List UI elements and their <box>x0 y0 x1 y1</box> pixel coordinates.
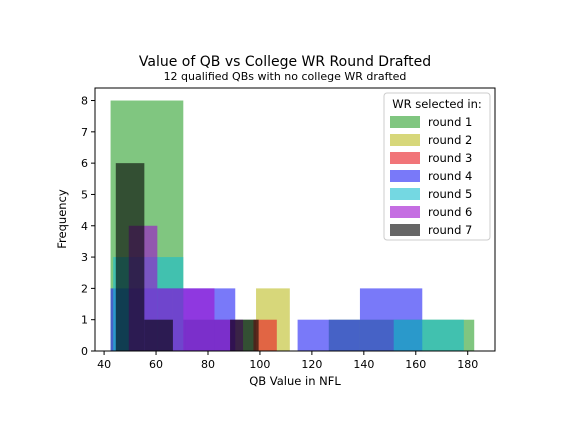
legend-swatch-round-4 <box>390 170 420 182</box>
legend-label-round-4: round 4 <box>428 169 472 183</box>
y-tick-label: 6 <box>81 157 88 170</box>
legend-label-round-6: round 6 <box>428 205 472 219</box>
legend-title: WR selected in: <box>392 97 482 111</box>
bar-round-7-4 <box>230 319 259 351</box>
bar-round-7-0 <box>115 163 145 351</box>
chart-subtitle: 12 qualified QBs with no college WR draf… <box>164 70 407 83</box>
x-tick-label: 120 <box>301 358 322 371</box>
y-tick-label: 1 <box>81 314 88 327</box>
x-tick-label: 60 <box>149 358 163 371</box>
legend-label-round-7: round 7 <box>428 223 472 237</box>
legend-swatch-round-1 <box>390 116 420 128</box>
x-tick-label: 100 <box>249 358 270 371</box>
series-round-7 <box>115 163 259 351</box>
x-tick-label: 140 <box>353 358 374 371</box>
y-axis-label: Frequency <box>55 189 69 249</box>
x-tick-label: 80 <box>201 358 215 371</box>
legend-swatch-round-7 <box>390 224 420 236</box>
y-tick-label: 0 <box>81 345 88 358</box>
plot-frame <box>94 87 496 352</box>
legend-swatch-round-2 <box>390 134 420 146</box>
x-axis-label: QB Value in NFL <box>249 374 341 388</box>
legend-swatch-round-6 <box>390 206 420 218</box>
x-tick-label: 160 <box>405 358 426 371</box>
x-tick-label: 180 <box>457 358 478 371</box>
legend-swatch-round-5 <box>390 188 420 200</box>
x-tick-label: 40 <box>97 358 111 371</box>
bar-round-6-2 <box>185 288 215 351</box>
bar-round-5-4 <box>393 319 464 351</box>
legend-label-round-5: round 5 <box>428 187 472 201</box>
series-round-3 <box>253 319 277 351</box>
legend-box <box>383 92 491 241</box>
chart-title: Value of QB vs College WR Round Drafted <box>139 54 431 70</box>
bar-round-4-3 <box>297 319 360 351</box>
y-tick-label: 5 <box>81 188 88 201</box>
legend-swatch-round-3 <box>390 152 420 164</box>
y-tick-label: 2 <box>81 282 88 295</box>
y-tick-label: 7 <box>81 126 88 139</box>
y-tick-label: 4 <box>81 220 88 233</box>
legend-label-round-2: round 2 <box>428 133 472 147</box>
y-tick-label: 8 <box>81 95 88 108</box>
legend-label-round-1: round 1 <box>428 115 472 129</box>
legend-label-round-3: round 3 <box>428 151 472 165</box>
legend-items: round 1 round 2 round 3 round 4 round 5 round… <box>390 115 472 237</box>
bar-round-7-1 <box>144 319 173 351</box>
bars-layer <box>110 100 475 352</box>
y-tick-label: 3 <box>81 251 88 264</box>
bar-round-3-0 <box>253 319 277 351</box>
ticks-layer: 40 60 80 100 120 140 160 180 0 1 2 3 4 5 6 7 8 <box>81 95 478 371</box>
